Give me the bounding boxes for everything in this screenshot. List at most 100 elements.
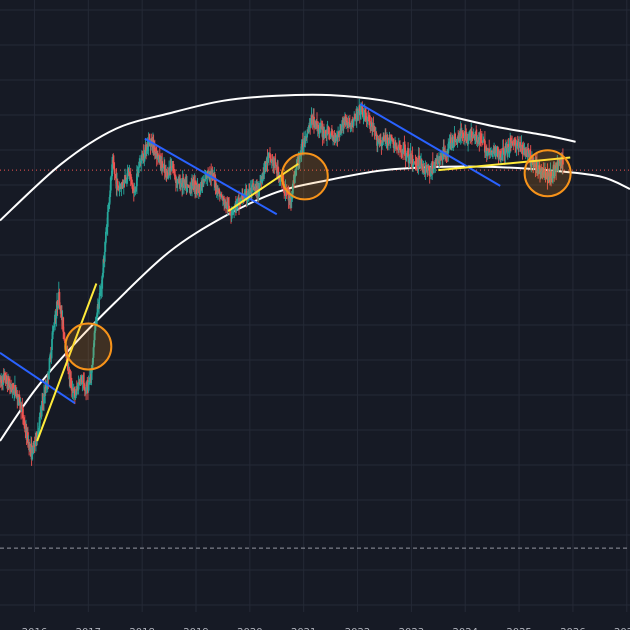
candle-body xyxy=(283,189,286,191)
candle-body xyxy=(58,292,61,306)
candle-body xyxy=(63,332,66,341)
candle-body xyxy=(326,134,328,136)
candle-body xyxy=(43,393,45,404)
candle-body xyxy=(16,394,19,400)
candle-body xyxy=(163,165,166,173)
candle-body xyxy=(86,383,89,387)
candle-body xyxy=(106,212,109,227)
candle-body xyxy=(503,150,505,155)
candle-body xyxy=(145,150,148,154)
candle-body xyxy=(362,115,365,117)
candle-body xyxy=(262,173,265,175)
candle-body xyxy=(427,168,429,171)
candle-body xyxy=(452,142,455,147)
candle-body xyxy=(51,339,53,350)
candle-body xyxy=(223,204,226,205)
candle-body xyxy=(531,156,534,163)
candle-body xyxy=(495,153,497,156)
candle-body xyxy=(113,163,115,169)
candle-body xyxy=(508,147,511,148)
candle-body xyxy=(275,164,278,171)
candle-body xyxy=(146,144,149,151)
candle-body xyxy=(118,188,121,190)
candle-body xyxy=(480,140,483,143)
candle-body xyxy=(451,137,454,147)
candle-body xyxy=(473,134,476,139)
candle-body xyxy=(132,189,134,191)
candle-body xyxy=(340,124,343,131)
circle-2017[interactable] xyxy=(64,322,113,371)
candle-body xyxy=(264,161,267,165)
candle-body xyxy=(199,187,202,193)
candle-body xyxy=(362,111,364,117)
candle-body xyxy=(14,385,17,394)
candle-body xyxy=(222,197,225,199)
candle-body xyxy=(398,147,401,148)
candle-body xyxy=(51,331,54,339)
candle-body xyxy=(164,172,167,173)
candle-body xyxy=(308,125,310,133)
candle-body xyxy=(405,157,408,159)
candle-body xyxy=(409,154,411,156)
candle-body xyxy=(412,164,414,167)
candle-body xyxy=(412,163,415,165)
candle-body xyxy=(88,381,91,382)
candle-body xyxy=(130,177,133,180)
candle-body xyxy=(424,168,427,175)
candle-body xyxy=(183,182,185,187)
candle-body xyxy=(555,168,558,171)
candle-body xyxy=(304,137,307,144)
candle-body xyxy=(244,191,247,194)
candle-body xyxy=(448,143,450,145)
highlight-circles[interactable] xyxy=(64,149,572,371)
candle-body xyxy=(48,358,51,372)
candle-body xyxy=(85,383,88,394)
candle-body xyxy=(27,432,29,444)
candle-body xyxy=(201,182,204,187)
candle-body xyxy=(74,395,77,398)
candle-body xyxy=(347,122,350,126)
candle-body xyxy=(466,137,469,143)
circle-2025[interactable] xyxy=(523,149,572,198)
candle-body xyxy=(240,197,242,202)
x-tick-label: 2023 xyxy=(399,627,424,630)
candle-body xyxy=(90,369,93,380)
candle-body xyxy=(472,135,474,138)
candle-body xyxy=(314,124,317,127)
rising-trendline-2023[interactable] xyxy=(438,156,571,172)
rising-trendline-2019[interactable] xyxy=(227,162,299,212)
candle-body xyxy=(173,169,176,176)
candle-body xyxy=(521,145,523,147)
candle-body xyxy=(39,412,42,417)
candle-body xyxy=(142,153,145,161)
falling-trendline-2016[interactable] xyxy=(0,351,76,405)
candle-body xyxy=(385,140,388,142)
candle-body xyxy=(4,372,6,381)
candle-body xyxy=(306,133,308,138)
trendlines[interactable] xyxy=(0,103,571,442)
candle-body xyxy=(194,180,196,190)
circle-2021[interactable] xyxy=(280,152,329,201)
candle-body xyxy=(251,184,253,193)
candle-body xyxy=(192,179,195,186)
candle-body xyxy=(137,167,140,173)
candle-body xyxy=(350,121,353,126)
candle-body xyxy=(471,137,474,138)
rising-trendline-2016[interactable] xyxy=(36,283,98,442)
candle-body xyxy=(364,110,367,113)
candle-body xyxy=(269,153,271,159)
candle-body xyxy=(126,169,129,179)
candle-body xyxy=(195,188,198,189)
candle-body xyxy=(402,144,405,152)
candle-body xyxy=(381,141,384,143)
falling-trendline-2018[interactable] xyxy=(144,137,278,216)
falling-trendline-2022[interactable] xyxy=(359,103,501,187)
candle-body xyxy=(18,394,21,397)
candle-body xyxy=(83,383,86,391)
candle-body xyxy=(293,175,296,183)
candle-body xyxy=(125,179,128,181)
candle-body xyxy=(263,167,266,174)
candle-body xyxy=(187,184,190,187)
candle-body xyxy=(368,121,371,123)
